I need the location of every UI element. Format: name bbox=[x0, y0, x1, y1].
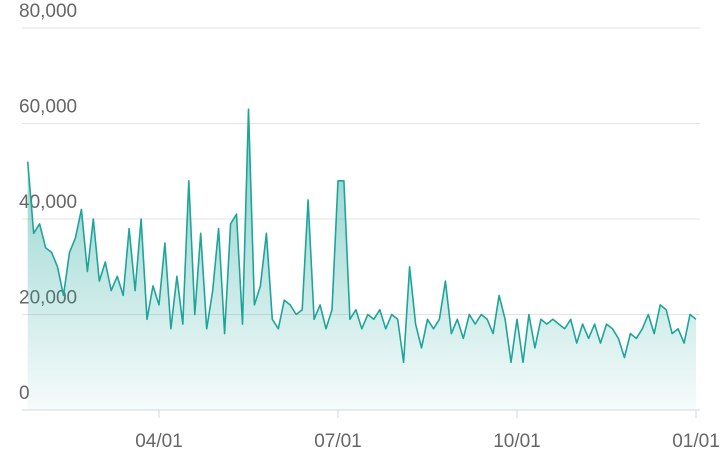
x-tick-label: 01/01 bbox=[672, 431, 720, 452]
line bbox=[26, 108, 697, 364]
x-tick-label: 04/01 bbox=[135, 431, 183, 452]
x-tick-label: 07/01 bbox=[314, 431, 362, 452]
area bbox=[27, 109, 696, 410]
y-tick-label: 60,000 bbox=[19, 97, 77, 118]
y-tick-label: 80,000 bbox=[19, 1, 77, 22]
y-tick-label: 40,000 bbox=[19, 192, 77, 213]
x-tick-label: 10/01 bbox=[493, 431, 541, 452]
y-tick-label: 0 bbox=[19, 383, 30, 404]
